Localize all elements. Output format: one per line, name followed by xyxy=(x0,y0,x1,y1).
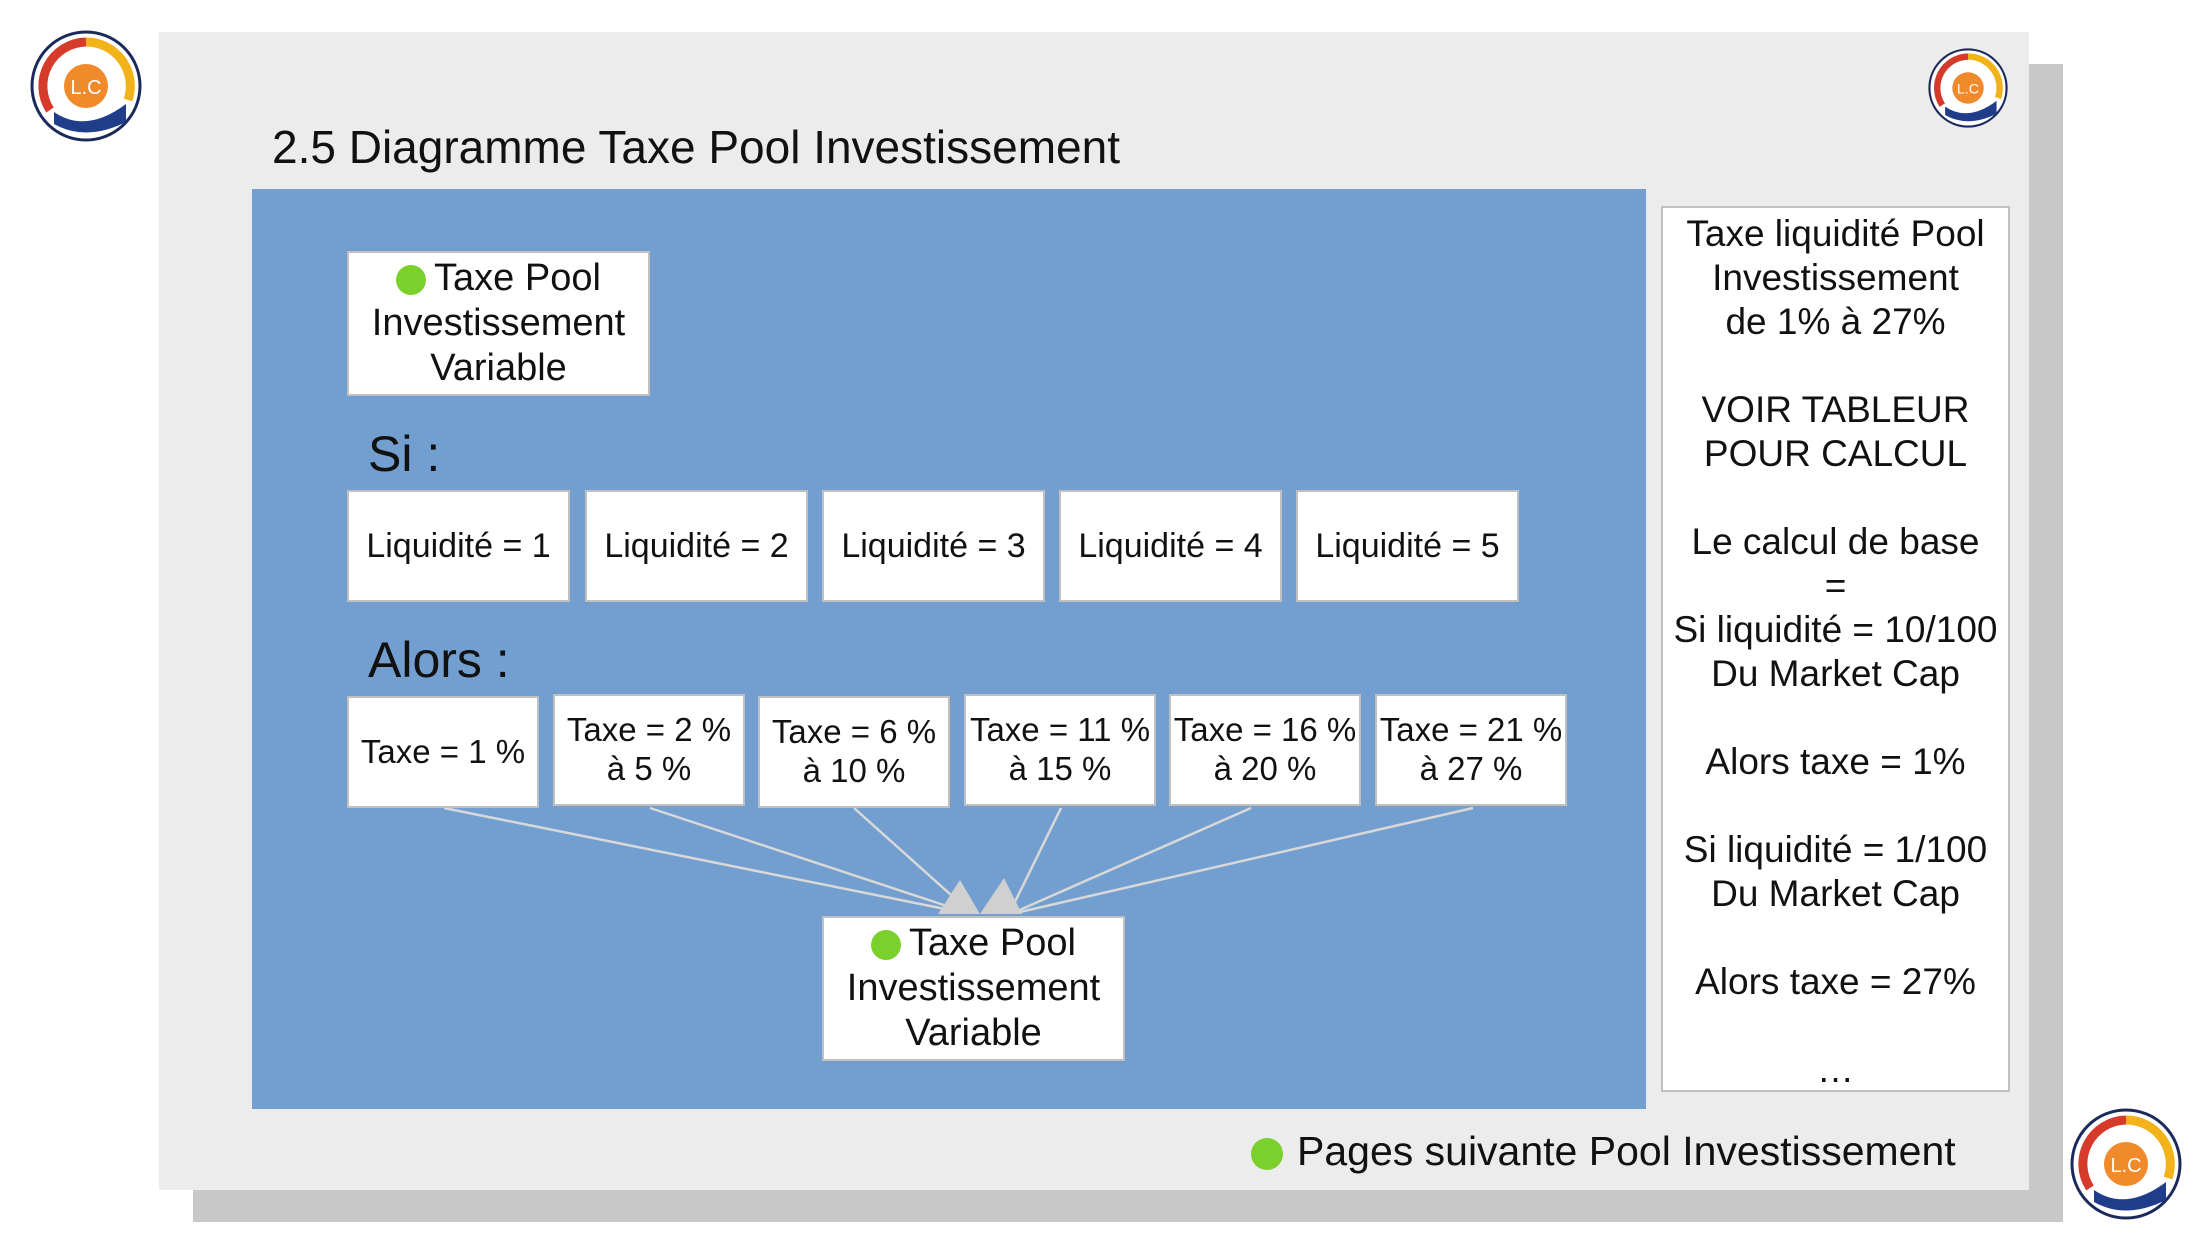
side-note-line: Du Market Cap xyxy=(1711,653,1960,694)
tax-box-4: Taxe = 11 % à 15 % xyxy=(964,694,1156,806)
liquidity-box-5: Liquidité = 5 xyxy=(1296,490,1519,602)
footer-label: Pages suivante Pool Investissement xyxy=(1297,1128,1956,1174)
liquidity-label: Liquidité = 2 xyxy=(604,526,789,565)
tax-box-5: Taxe = 16 % à 20 % xyxy=(1169,694,1361,806)
side-note-line xyxy=(1663,696,2008,740)
tax-label: Taxe = 2 % xyxy=(566,711,732,749)
green-dot-icon xyxy=(396,265,427,296)
side-note-line xyxy=(1663,916,2008,960)
side-note-line: Du Market Cap xyxy=(1711,873,1960,914)
logo-text: L.C xyxy=(70,77,101,99)
logo-bottom-right: L.C xyxy=(2070,1108,2182,1220)
tax-label: Taxe = 11 % xyxy=(969,711,1151,749)
side-note-line xyxy=(1663,784,2008,828)
side-note-line: Alors taxe = 1% xyxy=(1705,741,1966,782)
box-line: Investissement xyxy=(846,967,1101,1010)
tax-label: à 20 % xyxy=(1213,750,1317,787)
side-note-line: Alors taxe = 27% xyxy=(1695,961,1976,1002)
side-note-line: VOIR TABLEUR xyxy=(1701,389,1970,430)
box-line: Variable xyxy=(905,1011,1042,1054)
tax-label: Taxe = 1 % xyxy=(360,732,526,770)
logo-text: L.C xyxy=(2110,1155,2141,1177)
connector-line xyxy=(1008,807,1063,913)
side-note-line: Taxe liquidité Pool xyxy=(1686,213,1985,254)
logo-top-right: L.C xyxy=(1928,48,2008,128)
page-title: 2.5 Diagramme Taxe Pool Investissement xyxy=(272,121,1120,173)
side-note-line: Si liquidité = 10/100 xyxy=(1673,609,1998,650)
liquidity-label: Liquidité = 3 xyxy=(841,526,1026,565)
liquidity-box-3: Liquidité = 3 xyxy=(822,490,1045,602)
box-line: Investissement xyxy=(371,302,626,345)
box-line: Taxe Pool xyxy=(909,922,1076,965)
connector-line xyxy=(649,806,966,914)
box-line: Taxe Pool xyxy=(434,257,601,300)
liquidity-box-4: Liquidité = 4 xyxy=(1059,490,1282,602)
bottom-variable-box: Taxe Pool Investissement Variable xyxy=(822,916,1125,1061)
side-note-line xyxy=(1663,1004,2008,1048)
tax-label: Taxe = 16 % xyxy=(1173,711,1357,749)
tax-label: Taxe = 21 % xyxy=(1379,711,1563,749)
arrow-head xyxy=(938,880,980,914)
liquidity-box-2: Liquidité = 2 xyxy=(585,490,808,602)
liquidity-box-1: Liquidité = 1 xyxy=(347,490,570,602)
si-label: Si : xyxy=(368,426,441,482)
side-note-line xyxy=(1663,476,2008,520)
tax-label: à 27 % xyxy=(1419,750,1523,787)
side-note-line: POUR CALCUL xyxy=(1703,433,1968,474)
side-note-line: Le calcul de base xyxy=(1691,521,1980,562)
side-note-line xyxy=(1663,344,2008,388)
tax-box-3: Taxe = 6 % à 10 % xyxy=(758,696,950,808)
tax-label: à 10 % xyxy=(802,752,906,789)
side-note-line: de 1% à 27% xyxy=(1725,301,1946,342)
side-note-line: Investissement xyxy=(1712,257,1959,298)
connector-line xyxy=(1014,806,1252,914)
tax-box-2: Taxe = 2 % à 5 % xyxy=(553,694,745,806)
side-note-line: Si liquidité = 1/100 xyxy=(1683,829,1988,870)
side-note-line: … xyxy=(1817,1049,1854,1090)
liquidity-label: Liquidité = 4 xyxy=(1078,526,1263,565)
logo-text: L.C xyxy=(1957,82,1979,98)
green-dot-icon xyxy=(1251,1138,1283,1171)
next-pages-link[interactable]: Pages suivante Pool Investissement xyxy=(1251,1128,1956,1175)
logo-top-left: L.C xyxy=(30,30,142,142)
arrow-head xyxy=(980,878,1022,914)
liquidity-label: Liquidité = 5 xyxy=(1315,526,1500,565)
tax-box-1: Taxe = 1 % xyxy=(347,696,539,808)
top-variable-box: Taxe Pool Investissement Variable xyxy=(347,251,650,396)
tax-label: Taxe = 6 % xyxy=(771,713,937,751)
tax-label: à 15 % xyxy=(1008,750,1112,787)
liquidity-label: Liquidité = 1 xyxy=(366,526,551,565)
connector-line xyxy=(443,806,961,914)
box-line: Variable xyxy=(430,346,567,389)
side-note-line: = xyxy=(1824,565,1847,606)
green-dot-icon xyxy=(871,930,902,961)
side-note-panel: Taxe liquidité Pool Investissement de 1%… xyxy=(1661,206,2010,1092)
alors-label: Alors : xyxy=(368,632,510,688)
connector-line xyxy=(1019,806,1474,914)
tax-label: à 5 % xyxy=(606,750,692,787)
tax-box-6: Taxe = 21 % à 27 % xyxy=(1375,694,1567,806)
